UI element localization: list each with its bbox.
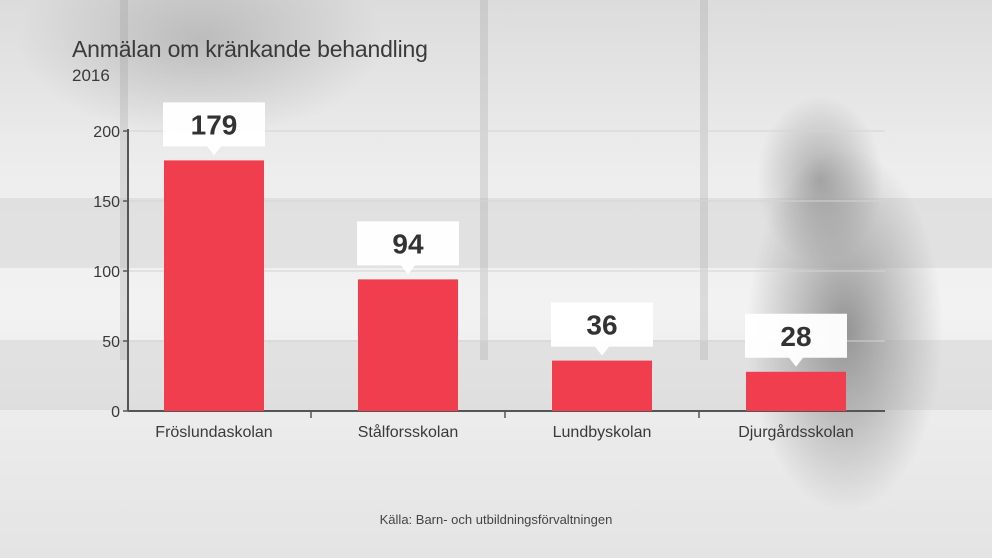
data-label-box (357, 221, 459, 275)
bar (358, 279, 458, 411)
y-tick-label: 100 (93, 264, 120, 281)
data-label-box (745, 313, 847, 367)
source-note: Källa: Barn- och utbildningsförvaltninge… (379, 512, 613, 527)
x-category-label: Djurgårdsskolan (738, 423, 854, 441)
data-label-box (551, 302, 653, 356)
data-label: 94 (392, 228, 424, 259)
bar (164, 160, 264, 411)
background-fence-post (700, 0, 708, 360)
data-label: 36 (586, 310, 617, 341)
data-label-box (163, 102, 265, 156)
x-category-label: Stålforsskolan (358, 423, 459, 441)
background-fence-post (120, 0, 128, 360)
bar (746, 371, 846, 411)
chart-title: Anmälan om kränkande behandling (72, 36, 428, 62)
bar (552, 360, 652, 411)
data-label: 28 (780, 321, 811, 352)
data-label: 179 (191, 109, 238, 140)
y-tick-label: 150 (93, 194, 120, 211)
x-category-label: Lundbyskolan (553, 424, 652, 441)
y-tick-label: 200 (93, 124, 120, 141)
y-tick-label: 50 (102, 334, 120, 351)
x-category-label: Fröslundaskolan (155, 424, 272, 441)
y-tick-label: 0 (111, 404, 120, 421)
background-fence-post (480, 0, 488, 360)
chart-subtitle: 2016 (72, 66, 110, 85)
